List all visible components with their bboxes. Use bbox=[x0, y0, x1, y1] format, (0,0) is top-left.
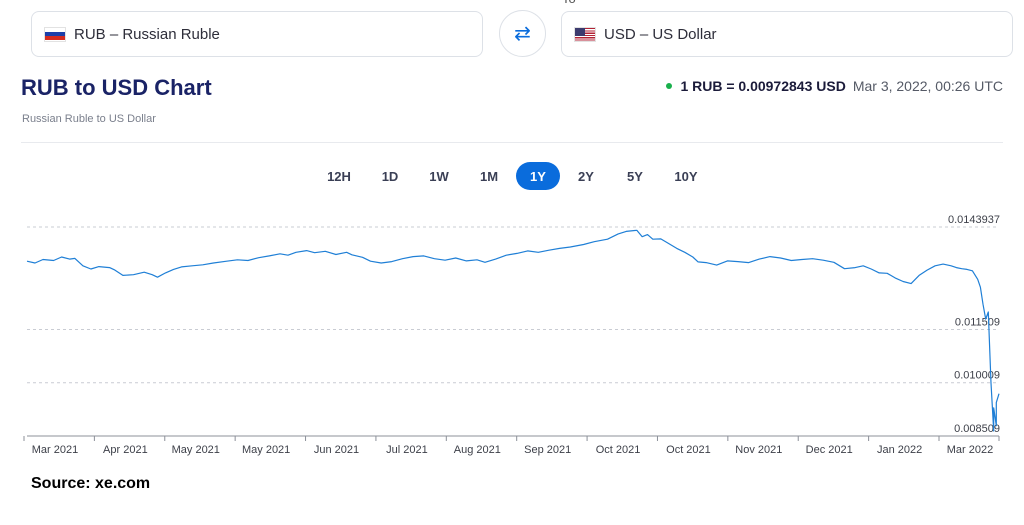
chart-subtitle: Russian Ruble to US Dollar bbox=[22, 113, 156, 125]
x-tick-label: Jul 2021 bbox=[386, 444, 428, 456]
to-currency-select[interactable]: USD – US Dollar bbox=[561, 11, 1013, 57]
x-tick-label: Mar 2022 bbox=[947, 444, 993, 456]
time-range-tabs: 12H 1D 1W 1M 1Y 2Y 5Y 10Y bbox=[0, 162, 1024, 192]
from-currency-select[interactable]: RUB – Russian Ruble bbox=[31, 11, 483, 57]
y-tick-label: 0.008509 bbox=[954, 423, 1000, 435]
tab-5y[interactable]: 5Y bbox=[627, 168, 643, 184]
x-tick-label: Apr 2021 bbox=[103, 444, 148, 456]
x-tick-label: Mar 2021 bbox=[32, 444, 78, 456]
x-tick-label: Jan 2022 bbox=[877, 444, 922, 456]
rate-line-chart: 0.0143937 0.011509 0.010009 0.008509 Mar 202… bbox=[23, 214, 1000, 456]
tab-10y[interactable]: 10Y bbox=[674, 168, 698, 184]
y-tick-label: 0.011509 bbox=[955, 316, 1000, 328]
from-currency-label: RUB – Russian Ruble bbox=[74, 25, 220, 43]
x-tick-label: Nov 2021 bbox=[735, 444, 782, 456]
rate-series-line bbox=[26, 229, 1000, 432]
x-tick-label: Oct 2021 bbox=[596, 444, 641, 456]
current-rate: 1 RUB = 0.00972843 USD Mar 3, 2022, 00:2… bbox=[666, 78, 1003, 94]
x-tick-label: Oct 2021 bbox=[666, 444, 711, 456]
y-tick-label: 0.0143937 bbox=[948, 214, 1000, 226]
tab-1y[interactable]: 1Y bbox=[516, 162, 560, 190]
y-tick-label: 0.010009 bbox=[954, 370, 1000, 382]
x-tick-label: Aug 2021 bbox=[454, 444, 501, 456]
to-label: To bbox=[562, 0, 576, 6]
rate-value: 1 RUB = 0.00972843 USD bbox=[680, 78, 846, 94]
tab-1m[interactable]: 1M bbox=[479, 168, 499, 184]
chart-title: RUB to USD Chart bbox=[21, 75, 212, 100]
tab-1d[interactable]: 1D bbox=[381, 168, 399, 184]
x-tick-label: Jun 2021 bbox=[314, 444, 359, 456]
rate-timestamp: Mar 3, 2022, 00:26 UTC bbox=[852, 78, 1003, 94]
tab-12h[interactable]: 12H bbox=[327, 168, 351, 184]
tab-2y[interactable]: 2Y bbox=[578, 168, 594, 184]
converter-row: To RUB – Russian Ruble ⇄ USD – US Dollar bbox=[0, 0, 1024, 70]
swap-arrows-icon: ⇄ bbox=[514, 22, 531, 45]
x-tick-label: Sep 2021 bbox=[524, 444, 571, 456]
source-label: Source: xe.com bbox=[31, 475, 151, 492]
to-currency-label: USD – US Dollar bbox=[604, 25, 717, 43]
swap-currencies-button[interactable]: ⇄ bbox=[499, 10, 546, 57]
live-status-dot bbox=[666, 83, 673, 89]
usa-flag-icon bbox=[574, 26, 596, 42]
russia-flag-icon bbox=[44, 26, 66, 42]
tab-1w[interactable]: 1W bbox=[429, 168, 449, 184]
divider bbox=[21, 142, 1003, 143]
x-tick-label: Dec 2021 bbox=[806, 444, 853, 456]
x-tick-label: May 2021 bbox=[172, 444, 220, 456]
x-tick-label: May 2021 bbox=[242, 444, 290, 456]
